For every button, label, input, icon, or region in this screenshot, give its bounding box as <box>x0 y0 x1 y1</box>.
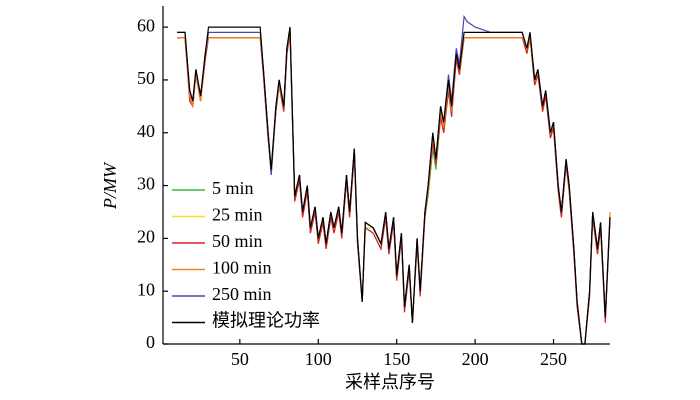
x-tick-label: 100 <box>305 349 332 369</box>
legend-label: 25 min <box>212 205 263 225</box>
y-tick-label: 50 <box>137 68 155 88</box>
legend-label: 50 min <box>212 231 263 251</box>
legend-label: 5 min <box>212 178 254 198</box>
legend-label: 模拟理论功率 <box>212 311 320 331</box>
x-tick-label: 250 <box>540 349 567 369</box>
x-tick-label: 150 <box>383 349 410 369</box>
x-tick-label: 50 <box>231 349 249 369</box>
y-tick-label: 40 <box>137 121 155 141</box>
y-tick-label: 20 <box>137 227 155 247</box>
y-tick-label: 60 <box>137 15 155 35</box>
y-tick-label: 30 <box>137 174 155 194</box>
legend-label: 100 min <box>212 258 272 278</box>
y-tick-label: 0 <box>146 332 155 352</box>
y-tick-label: 10 <box>137 279 155 299</box>
x-tick-label: 200 <box>462 349 489 369</box>
x-axis-label: 采样点序号 <box>345 372 435 392</box>
y-axis-label: P/MW <box>100 161 120 210</box>
series-line <box>177 26 611 345</box>
legend-label: 250 min <box>212 284 272 304</box>
